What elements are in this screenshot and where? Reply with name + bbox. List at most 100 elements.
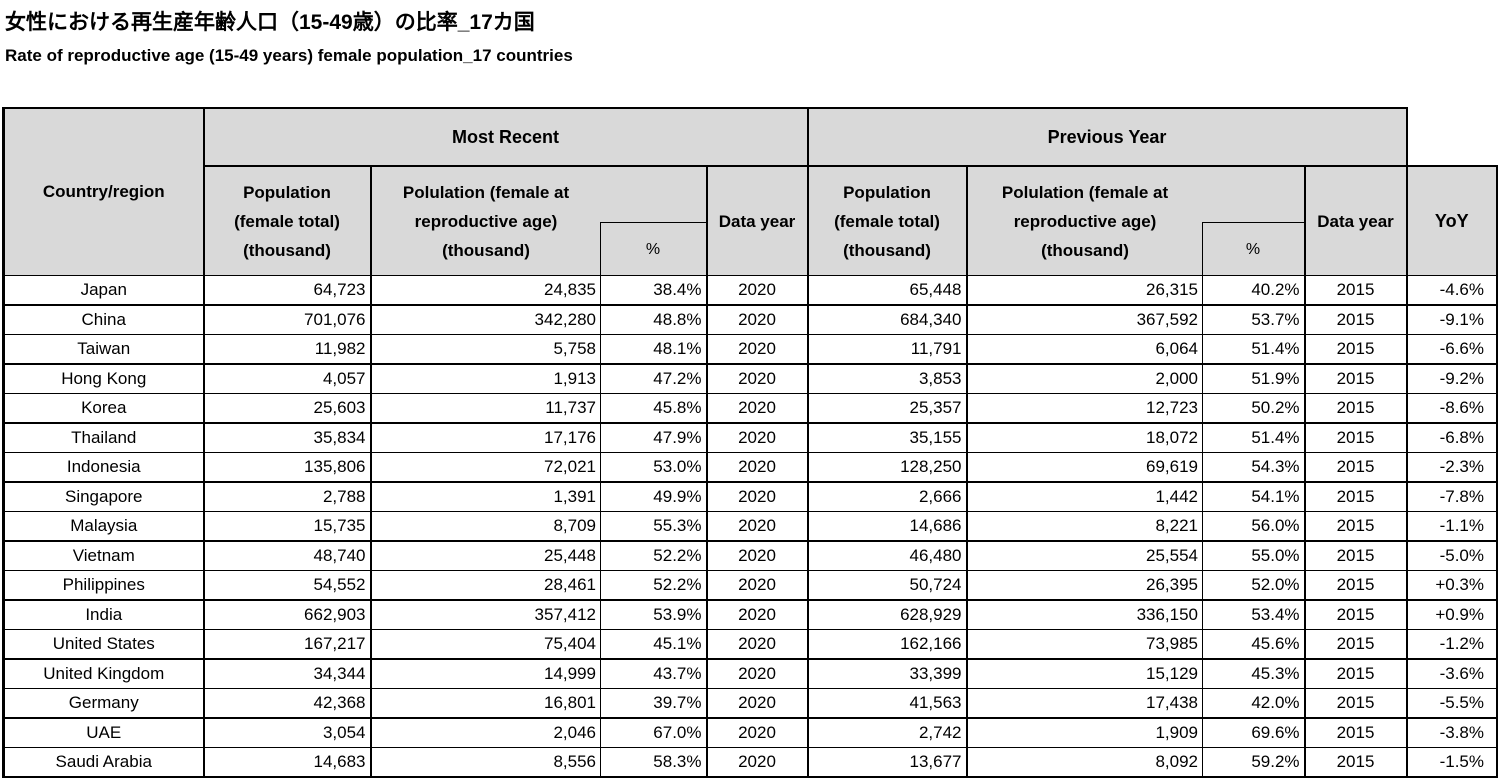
cell-py-repro: 336,150	[966, 600, 1204, 630]
table-row: Taiwan 11,982 5,758 48.1% 2020 11,791 6,064 51.…	[2, 334, 1498, 365]
cell-mr-year: 2020	[706, 334, 809, 365]
cell-py-repro: 12,723	[966, 393, 1204, 424]
cell-mr-pop: 662,903	[203, 600, 372, 630]
header-line: (thousand)	[243, 240, 331, 260]
cell-py-pop: 684,340	[807, 305, 968, 335]
cell-country: Singapore	[2, 482, 205, 512]
cell-py-pct: 40.2%	[1202, 275, 1306, 306]
header-line: Polulation (female at	[1001, 182, 1169, 202]
cell-py-pct: 53.7%	[1202, 305, 1306, 335]
cell-py-repro: 8,092	[966, 747, 1204, 778]
table-row: United States 167,217 75,404 45.1% 2020 162,1…	[2, 629, 1498, 660]
cell-mr-pop: 48,740	[203, 541, 372, 571]
cell-py-pop: 13,677	[807, 747, 968, 778]
cell-mr-pct: 47.9%	[600, 423, 708, 453]
cell-py-year: 2015	[1304, 393, 1408, 424]
column-header-py-percent: %	[1201, 222, 1303, 275]
cell-country: Vietnam	[2, 541, 205, 571]
table-row: Korea 25,603 11,737 45.8% 2020 25,357 12,723 50…	[2, 393, 1498, 424]
cell-mr-repro: 72,021	[370, 452, 601, 483]
group-header-previous-year: Previous Year	[807, 107, 1408, 167]
table-row: United Kingdom 34,344 14,999 43.7% 2020 33,39…	[2, 659, 1498, 689]
cell-mr-repro: 8,556	[370, 747, 601, 778]
table-row: Indonesia 135,806 72,021 53.0% 2020 128,250 69…	[2, 452, 1498, 483]
cell-country: India	[2, 600, 205, 630]
cell-yoy: +0.9%	[1406, 600, 1498, 630]
cell-mr-pop: 42,368	[203, 688, 372, 719]
cell-mr-year: 2020	[706, 275, 809, 306]
empty-corner-cell	[1406, 108, 1498, 166]
column-header-py-population-reproductive: Polulation (female at reproductive age) …	[966, 166, 1306, 276]
cell-country: Malaysia	[2, 511, 205, 542]
cell-mr-pct: 48.1%	[600, 334, 708, 365]
cell-py-year: 2015	[1304, 423, 1408, 453]
page-title-japanese: 女性における再生産年齢人口（15-49歳）の比率_17カ国	[5, 11, 535, 34]
cell-yoy: -6.8%	[1406, 423, 1498, 453]
cell-country: United Kingdom	[2, 659, 205, 689]
cell-mr-repro: 11,737	[370, 393, 601, 424]
cell-mr-year: 2020	[706, 511, 809, 542]
cell-py-pct: 54.1%	[1202, 482, 1306, 512]
cell-mr-pct: 53.0%	[600, 452, 708, 483]
cell-yoy: -5.5%	[1406, 688, 1498, 719]
cell-mr-year: 2020	[706, 364, 809, 394]
cell-py-pop: 162,166	[807, 629, 968, 660]
cell-py-year: 2015	[1304, 275, 1408, 306]
column-header-mr-percent: %	[599, 222, 705, 275]
cell-py-year: 2015	[1304, 364, 1408, 394]
cell-mr-repro: 342,280	[370, 305, 601, 335]
cell-py-year: 2015	[1304, 600, 1408, 630]
cell-country: Hong Kong	[2, 364, 205, 394]
column-header-country-region: Country/region	[2, 107, 205, 276]
cell-py-repro: 8,221	[966, 511, 1204, 542]
header-group-row: Country/region Most Recent Previous Year	[2, 107, 1498, 276]
cell-mr-pop: 701,076	[203, 305, 372, 335]
cell-py-repro: 17,438	[966, 688, 1204, 719]
cell-py-pop: 3,853	[807, 364, 968, 394]
cell-mr-pct: 47.2%	[600, 364, 708, 394]
cell-mr-year: 2020	[706, 747, 809, 778]
cell-py-pop: 41,563	[807, 688, 968, 719]
cell-py-repro: 18,072	[966, 423, 1204, 453]
cell-country: United States	[2, 629, 205, 660]
cell-mr-pct: 55.3%	[600, 511, 708, 542]
cell-mr-year: 2020	[706, 452, 809, 483]
cell-py-year: 2015	[1304, 452, 1408, 483]
cell-yoy: -3.6%	[1406, 659, 1498, 689]
header-line: Polulation (female at	[402, 182, 570, 202]
cell-country: UAE	[2, 718, 205, 748]
cell-mr-pct: 48.8%	[600, 305, 708, 335]
group-header-most-recent: Most Recent	[203, 107, 809, 167]
cell-py-pct: 55.0%	[1202, 541, 1306, 571]
cell-py-pct: 56.0%	[1202, 511, 1306, 542]
cell-py-repro: 69,619	[966, 452, 1204, 483]
table-row: Germany 42,368 16,801 39.7% 2020 41,563 17,438…	[2, 688, 1498, 719]
cell-mr-pop: 2,788	[203, 482, 372, 512]
cell-mr-pct: 67.0%	[600, 718, 708, 748]
cell-mr-pct: 45.1%	[600, 629, 708, 660]
cell-yoy: -1.1%	[1406, 511, 1498, 542]
cell-py-pct: 59.2%	[1202, 747, 1306, 778]
cell-country: Saudi Arabia	[2, 747, 205, 778]
cell-py-pct: 69.6%	[1202, 718, 1306, 748]
cell-mr-pct: 52.2%	[600, 541, 708, 571]
cell-yoy: -8.6%	[1406, 393, 1498, 424]
cell-mr-pop: 54,552	[203, 570, 372, 601]
cell-py-pct: 54.3%	[1202, 452, 1306, 483]
cell-country: Thailand	[2, 423, 205, 453]
cell-py-pop: 11,791	[807, 334, 968, 365]
cell-py-year: 2015	[1304, 747, 1408, 778]
column-header-py-data-year: Data year	[1304, 166, 1408, 276]
cell-py-pop: 14,686	[807, 511, 968, 542]
cell-mr-repro: 1,913	[370, 364, 601, 394]
cell-mr-year: 2020	[706, 659, 809, 689]
cell-yoy: -4.6%	[1406, 275, 1498, 306]
cell-mr-year: 2020	[706, 629, 809, 660]
cell-py-pct: 51.9%	[1202, 364, 1306, 394]
cell-mr-repro: 28,461	[370, 570, 601, 601]
cell-mr-year: 2020	[706, 570, 809, 601]
cell-py-pop: 25,357	[807, 393, 968, 424]
cell-mr-year: 2020	[706, 541, 809, 571]
cell-mr-pop: 35,834	[203, 423, 372, 453]
cell-mr-repro: 5,758	[370, 334, 601, 365]
